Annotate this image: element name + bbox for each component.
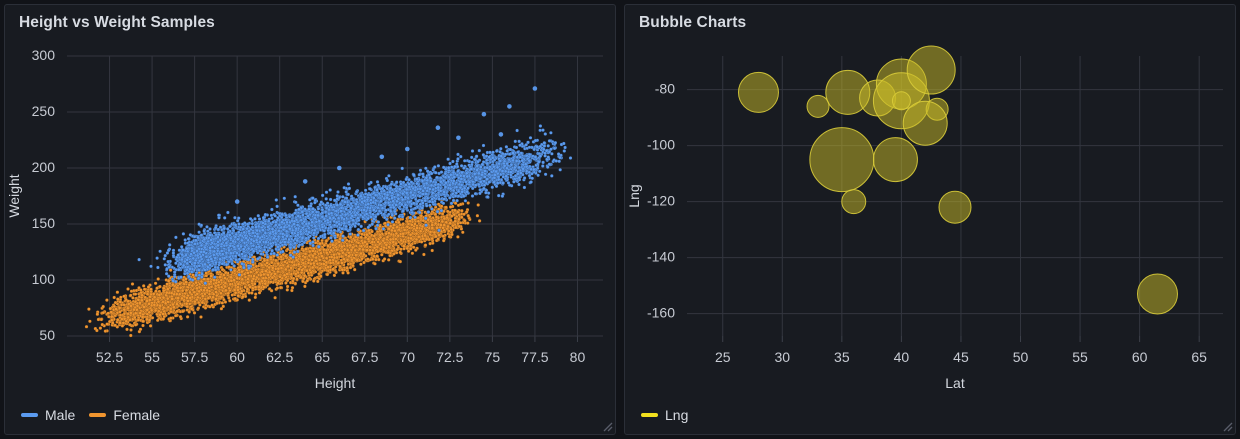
svg-text:57.5: 57.5 — [181, 349, 208, 365]
svg-text:150: 150 — [32, 215, 56, 231]
svg-text:70: 70 — [400, 349, 416, 365]
svg-text:55: 55 — [144, 349, 160, 365]
svg-text:Height: Height — [315, 375, 356, 391]
svg-text:80: 80 — [570, 349, 586, 365]
svg-text:Weight: Weight — [6, 174, 22, 217]
svg-text:67.5: 67.5 — [351, 349, 378, 365]
svg-text:250: 250 — [32, 103, 56, 119]
svg-text:72.5: 72.5 — [436, 349, 463, 365]
svg-text:300: 300 — [32, 47, 56, 63]
svg-text:75: 75 — [485, 349, 501, 365]
svg-text:100: 100 — [32, 271, 56, 287]
svg-text:50: 50 — [39, 327, 55, 343]
svg-text:65: 65 — [314, 349, 330, 365]
svg-text:62.5: 62.5 — [266, 349, 293, 365]
svg-text:200: 200 — [32, 159, 56, 175]
svg-text:77.5: 77.5 — [521, 349, 548, 365]
svg-text:52.5: 52.5 — [96, 349, 123, 365]
svg-text:60: 60 — [229, 349, 245, 365]
